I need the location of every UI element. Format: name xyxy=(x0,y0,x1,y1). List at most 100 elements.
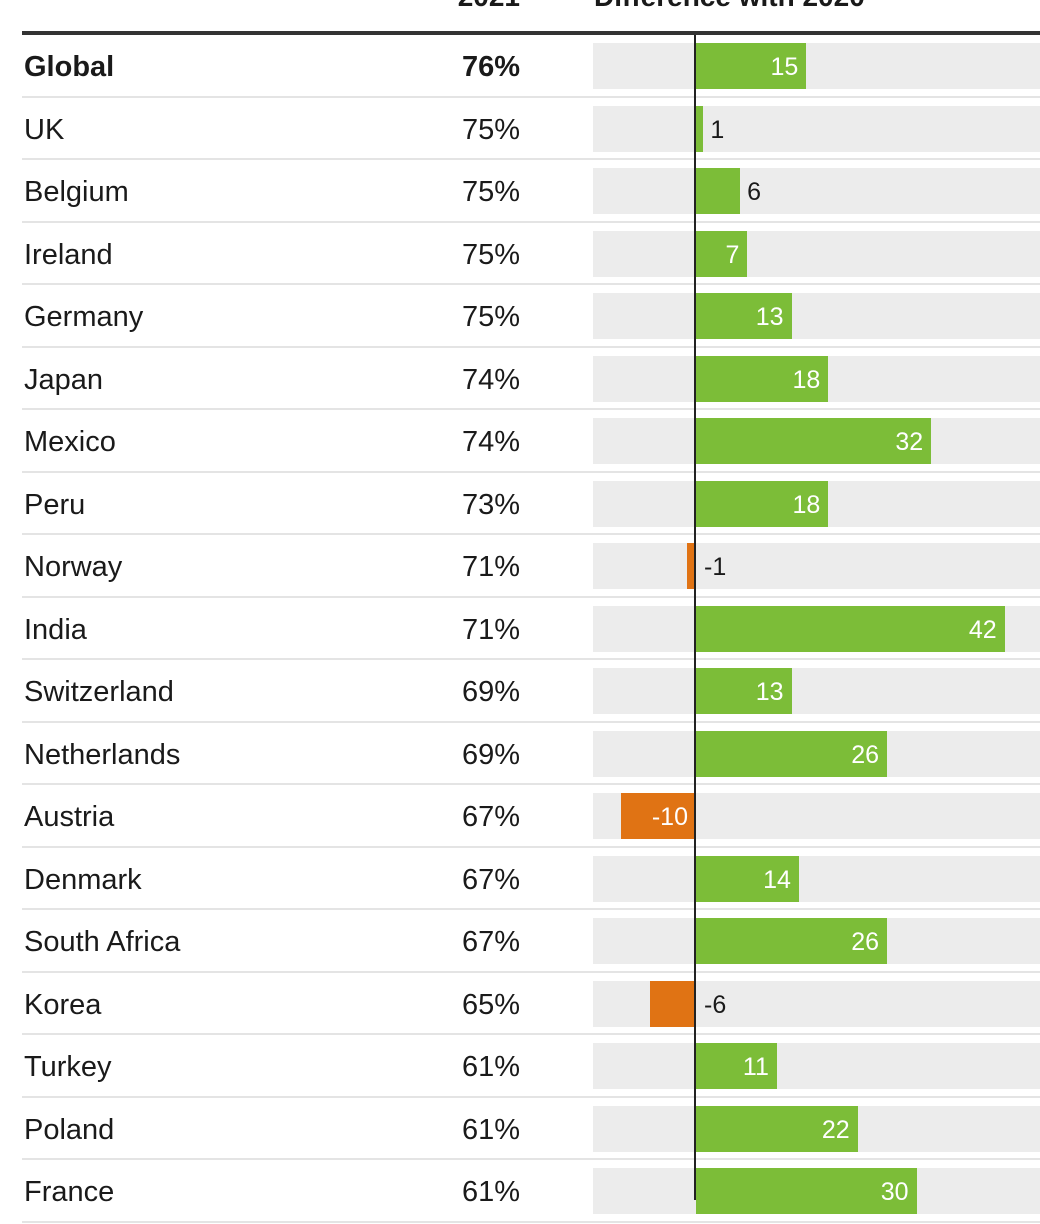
row-label: Norway xyxy=(24,551,123,583)
bar-track xyxy=(593,230,1040,277)
row-label: France xyxy=(24,1176,115,1208)
negative-bar xyxy=(649,980,694,1027)
bar-track xyxy=(593,668,1040,714)
row-label: Mexico xyxy=(24,426,116,458)
bar-value-label: -1 xyxy=(704,553,727,581)
positive-bar xyxy=(696,43,807,89)
row-value: 71% xyxy=(461,613,520,646)
table-row: UK 75% 1 xyxy=(0,98,1040,160)
bar-value-label: 32 xyxy=(895,428,924,456)
bar-track xyxy=(593,1043,1040,1089)
bar-value-label: 22 xyxy=(821,1115,850,1144)
row-value: 75% xyxy=(461,113,520,146)
row-value: 75% xyxy=(461,301,520,333)
row-label: South Africa xyxy=(24,926,181,958)
bar-track xyxy=(593,543,1040,589)
table-row: Switzerland 69% 13 xyxy=(0,660,1040,723)
bar-track xyxy=(593,105,1040,152)
row-value: 75% xyxy=(461,238,520,271)
positive-bar xyxy=(696,1105,858,1152)
row-label: Poland xyxy=(24,1113,115,1146)
table-row: Mexico 74% 32 xyxy=(0,410,1040,473)
table-row: Ireland 75% 7 xyxy=(0,223,1040,285)
row-value: 65% xyxy=(461,988,520,1021)
table-row: Poland 61% 22 xyxy=(0,1098,1040,1160)
positive-bar xyxy=(696,1043,777,1089)
row-value: 69% xyxy=(461,676,520,708)
row-label: Netherlands xyxy=(24,738,181,771)
positive-bar xyxy=(696,105,704,152)
bar-value-label: 18 xyxy=(792,490,821,519)
bar-value-label: 13 xyxy=(755,303,784,331)
bar-value-label: 13 xyxy=(755,678,784,706)
row-value: 75% xyxy=(461,176,520,208)
value-column-header: 2021 xyxy=(420,0,520,11)
bar-value-label: 18 xyxy=(792,365,821,394)
row-value: 67% xyxy=(461,926,520,958)
bar-track xyxy=(593,293,1040,339)
table-row: Peru 73% 18 xyxy=(0,473,1040,535)
row-label: Switzerland xyxy=(24,676,174,708)
row-label: India xyxy=(24,613,87,646)
header-rule xyxy=(22,31,1040,35)
table-row: South Africa 67% 26 xyxy=(0,910,1040,973)
positive-bar xyxy=(696,730,888,777)
row-value: 67% xyxy=(461,863,520,896)
row-value: 61% xyxy=(461,1176,520,1208)
row-separator xyxy=(22,845,1040,848)
positive-bar xyxy=(696,480,829,527)
row-label: Korea xyxy=(24,988,102,1021)
bar-track xyxy=(593,43,1040,89)
row-separator xyxy=(22,345,1040,348)
row-label: Ireland xyxy=(24,238,113,271)
row-label: Peru xyxy=(24,488,86,521)
bar-value-label: 42 xyxy=(968,615,997,644)
bar-value-label: 11 xyxy=(742,1053,769,1081)
positive-bar xyxy=(696,668,792,714)
bar-value-label: -10 xyxy=(651,803,688,831)
table-row: Norway 71% -1 xyxy=(0,535,1040,598)
bar-value-label: -6 xyxy=(704,990,727,1019)
row-label: Turkey xyxy=(24,1051,112,1083)
bar-track xyxy=(593,855,1040,902)
row-separator xyxy=(22,595,1040,598)
bar-value-label: 26 xyxy=(851,928,880,956)
row-separator xyxy=(22,720,1040,723)
table-row: Global 76% 15 xyxy=(0,35,1040,98)
row-separator xyxy=(22,1158,1040,1160)
row-separator xyxy=(22,783,1040,785)
positive-bar xyxy=(696,855,799,902)
row-separator xyxy=(22,220,1040,223)
table-row: Turkey 61% 11 xyxy=(0,1035,1040,1098)
row-separator xyxy=(22,1220,1040,1223)
bar-track xyxy=(593,168,1040,214)
difference-column-header: Difference with 2020 xyxy=(594,0,865,11)
table-row: Belgium 75% 6 xyxy=(0,160,1040,223)
row-separator xyxy=(22,533,1040,535)
row-separator xyxy=(22,470,1040,473)
table-row: Austria 67% -10 xyxy=(0,785,1040,848)
bar-value-label: 7 xyxy=(725,240,740,269)
row-value: 69% xyxy=(461,738,520,771)
bar-value-label: 26 xyxy=(851,740,880,769)
table-row: Netherlands 69% 26 xyxy=(0,723,1040,785)
table-row: India 71% 42 xyxy=(0,598,1040,660)
table-row: Denmark 67% 14 xyxy=(0,848,1040,910)
positive-bar xyxy=(696,168,741,214)
positive-bar xyxy=(696,230,748,277)
positive-bar xyxy=(696,918,888,964)
row-separator xyxy=(22,908,1040,910)
row-label: Belgium xyxy=(24,176,129,208)
row-separator xyxy=(22,970,1040,973)
row-value: 71% xyxy=(461,551,520,583)
row-value: 74% xyxy=(461,363,520,396)
negative-bar xyxy=(620,793,694,839)
zero-axis-line xyxy=(694,35,696,1200)
table-row: Japan 74% 18 xyxy=(0,348,1040,410)
bar-value-label: 6 xyxy=(747,178,761,206)
bar-value-label: 1 xyxy=(710,115,725,144)
bar-value-label: 14 xyxy=(763,865,791,894)
positive-bar xyxy=(696,355,829,402)
row-separator xyxy=(22,283,1040,285)
